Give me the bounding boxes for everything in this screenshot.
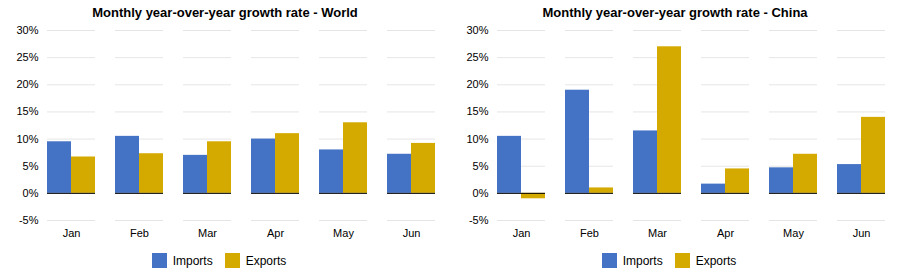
svg-text:Feb: Feb <box>580 227 599 239</box>
svg-text:30%: 30% <box>466 24 488 36</box>
svg-text:25%: 25% <box>16 51 38 63</box>
svg-text:0%: 0% <box>23 187 39 199</box>
svg-text:15%: 15% <box>16 105 38 117</box>
svg-text:-5%: -5% <box>469 214 489 226</box>
html-text:Imports: Imports <box>622 253 663 268</box>
svg-text:May: May <box>783 227 804 239</box>
html-text:Imports: Imports <box>172 253 213 268</box>
html-text:Monthly year-over-year growth: Monthly year-over-year growth rate - Wor… <box>92 5 358 20</box>
svg-text:May: May <box>333 227 354 239</box>
svg-text:20%: 20% <box>466 78 488 90</box>
svg-text:5%: 5% <box>473 160 489 172</box>
svg-text:Apr: Apr <box>267 227 284 239</box>
svg-text:10%: 10% <box>466 133 488 145</box>
svg-text:Jan: Jan <box>63 227 81 239</box>
svg-text:5%: 5% <box>23 160 39 172</box>
html-text:Exports: Exports <box>245 253 287 268</box>
svg-text:Mar: Mar <box>648 227 667 239</box>
html-text:Exports: Exports <box>695 253 737 268</box>
svg-text:Feb: Feb <box>130 227 149 239</box>
svg-text:15%: 15% <box>466 105 488 117</box>
svg-text:0%: 0% <box>473 187 489 199</box>
html-text:Monthly year-over-year growth: Monthly year-over-year growth rate - Chi… <box>542 5 808 20</box>
svg-text:30%: 30% <box>16 24 38 36</box>
svg-text:Apr: Apr <box>717 227 734 239</box>
svg-text:Jun: Jun <box>853 227 871 239</box>
svg-text:Jan: Jan <box>513 227 531 239</box>
svg-text:10%: 10% <box>16 133 38 145</box>
svg-text:25%: 25% <box>466 51 488 63</box>
svg-text:20%: 20% <box>16 78 38 90</box>
svg-text:Mar: Mar <box>198 227 217 239</box>
svg-text:-5%: -5% <box>19 214 39 226</box>
svg-text:Jun: Jun <box>403 227 421 239</box>
